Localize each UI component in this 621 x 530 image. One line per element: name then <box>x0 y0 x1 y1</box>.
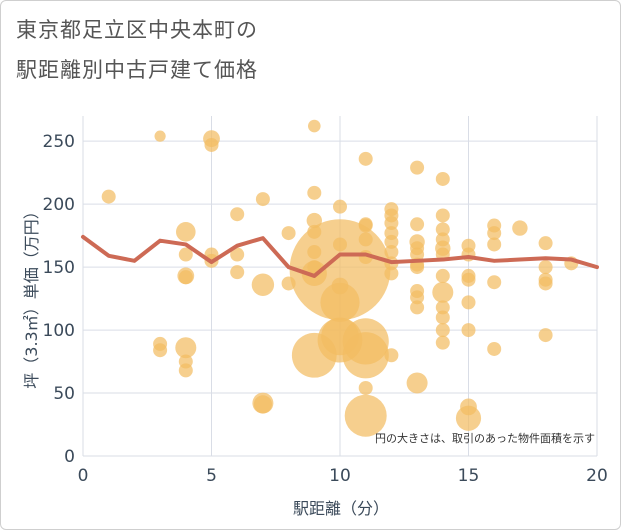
data-point-bubble <box>461 295 476 310</box>
data-point-bubble <box>320 282 360 322</box>
data-point-bubble <box>410 247 425 262</box>
data-point-bubble <box>435 335 450 350</box>
data-point-bubble <box>410 160 425 175</box>
data-point-bubble <box>410 300 425 315</box>
data-point-bubble <box>410 290 425 305</box>
y-axis-label: 坪（3.3㎡）単価（万円） <box>22 203 41 388</box>
data-point-bubble <box>538 328 553 343</box>
x-tick-label: 0 <box>78 466 89 486</box>
x-tick-label: 10 <box>329 466 351 486</box>
data-point-bubble <box>321 317 359 356</box>
data-point-bubble <box>307 185 322 200</box>
data-point-bubble <box>460 398 477 416</box>
data-point-bubble <box>512 220 528 236</box>
data-point-bubble <box>435 232 450 247</box>
data-point-bubble <box>253 395 272 414</box>
data-point-bubble <box>384 216 399 231</box>
data-point-bubble <box>175 337 197 359</box>
data-point-bubble <box>333 237 347 252</box>
data-point-bubble <box>230 247 245 262</box>
data-point-bubble <box>230 265 245 280</box>
data-point-bubble <box>281 226 296 241</box>
y-tick-label: 200 <box>43 195 75 215</box>
data-point-bubble <box>251 273 275 296</box>
data-point-bubble <box>358 381 373 395</box>
y-tick-label: 0 <box>64 447 75 467</box>
y-tick-label: 150 <box>43 258 75 278</box>
data-point-bubble <box>410 217 425 232</box>
data-point-bubble <box>435 222 450 237</box>
data-point-bubble <box>306 212 322 229</box>
y-tick-label: 250 <box>43 132 75 152</box>
data-point-bubble <box>435 268 450 283</box>
data-point-bubble <box>331 277 349 295</box>
data-point-bubble <box>154 130 166 142</box>
data-point-bubble <box>432 281 454 303</box>
data-point-bubble <box>307 245 322 259</box>
y-tick-label: 100 <box>43 321 75 341</box>
data-point-bubble <box>230 207 245 222</box>
data-point-bubble <box>435 323 450 338</box>
data-point-bubble <box>153 343 168 358</box>
data-point-bubble <box>308 119 321 133</box>
data-point-bubble <box>538 260 553 275</box>
data-point-bubble <box>178 270 193 285</box>
data-point-bubble <box>384 234 399 249</box>
bubble-series <box>101 119 579 437</box>
trend-line <box>81 234 599 278</box>
data-point-bubble <box>178 363 193 378</box>
data-point-bubble <box>435 300 450 315</box>
data-point-bubble <box>384 245 399 259</box>
data-point-bubble <box>344 394 387 437</box>
data-point-bubble <box>410 260 425 275</box>
data-point-bubble <box>178 247 193 262</box>
data-point-bubble <box>538 236 553 251</box>
x-tick-label: 15 <box>458 466 480 486</box>
data-point-bubble <box>358 218 373 233</box>
data-point-bubble <box>358 232 373 247</box>
data-point-bubble <box>487 341 502 356</box>
data-point-bubble <box>487 237 502 252</box>
chart-title-line1: 東京都足立区中央本町の <box>16 18 258 42</box>
data-point-bubble <box>307 224 322 239</box>
x-tick-label: 5 <box>206 466 217 486</box>
x-axis-label: 駅距離（分） <box>293 499 389 518</box>
data-point-bubble <box>435 310 450 325</box>
x-tick-label: 20 <box>586 466 608 486</box>
data-point-bubble <box>435 171 450 186</box>
data-point-bubble <box>538 276 553 291</box>
data-point-bubble <box>255 192 270 207</box>
data-point-bubble <box>461 323 476 338</box>
data-point-bubble <box>333 199 347 214</box>
data-point-bubble <box>406 372 428 394</box>
data-point-bubble <box>461 272 476 287</box>
data-point-bubble <box>487 226 502 241</box>
data-point-bubble <box>281 276 296 291</box>
data-point-bubble <box>358 151 373 166</box>
data-point-bubble <box>101 189 116 204</box>
y-tick-label: 50 <box>53 384 75 404</box>
data-point-bubble <box>487 275 502 290</box>
data-point-bubble <box>176 222 196 242</box>
trend-line-group <box>81 234 599 278</box>
data-point-bubble <box>384 266 399 281</box>
data-point-bubble <box>204 137 219 152</box>
data-point-bubble <box>384 348 399 363</box>
size-note: 円の大きさは、取引のあった物件面積を示す <box>375 431 595 445</box>
chart-title-line2: 駅距離別中古戸建て価格 <box>16 58 258 82</box>
data-point-bubble <box>435 208 450 223</box>
